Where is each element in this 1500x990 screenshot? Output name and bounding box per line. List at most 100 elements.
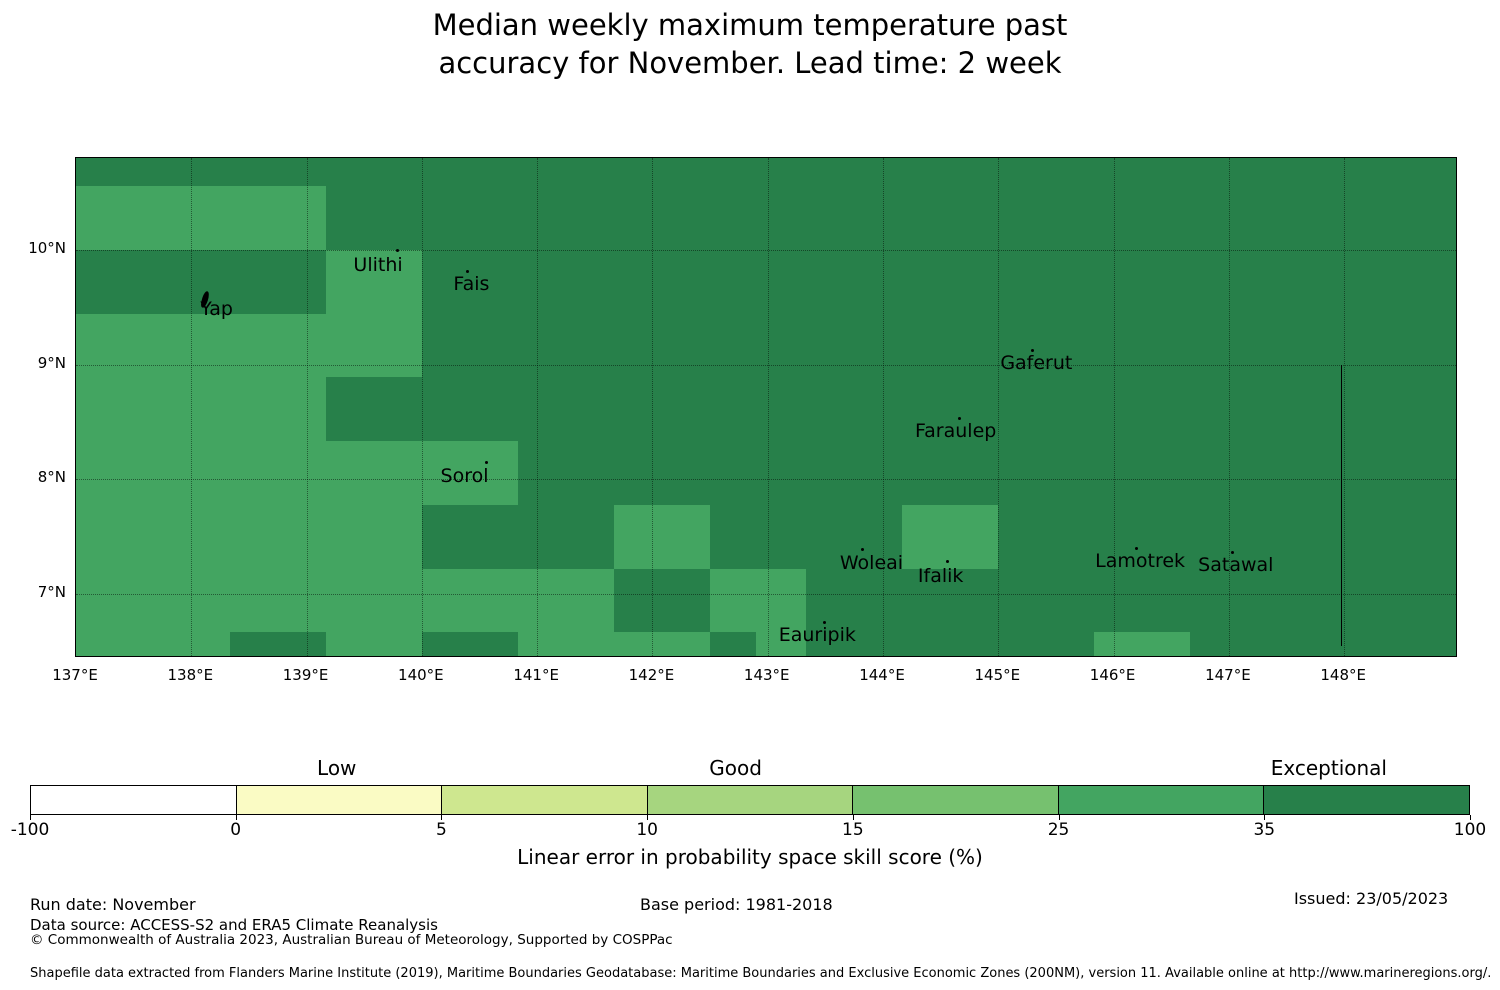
colorbar-category-label: Low [317, 756, 357, 780]
x-axis-tick-label: 140°E [398, 666, 444, 684]
island-label: Yap [200, 298, 233, 321]
page-title: Median weekly maximum temperature past a… [0, 6, 1500, 82]
island-label: Ulithi [353, 253, 403, 276]
grid-cell [756, 632, 807, 656]
island-label: Eauripik [778, 624, 856, 647]
island-dot [466, 270, 470, 274]
colorbar-tick-label: 0 [230, 820, 242, 840]
island-label: Satawal [1198, 554, 1274, 577]
grid-cell [614, 632, 711, 656]
colorbar-tick-label: 5 [436, 820, 447, 840]
colorbar-tick [235, 815, 237, 820]
colorbar-segment [646, 786, 853, 814]
grid-cell [1094, 632, 1191, 656]
y-axis-tick-label: 8°N [37, 468, 66, 487]
colorbar-segment [235, 786, 442, 814]
colorbar-tick-label: -100 [10, 820, 50, 840]
x-axis-tick-label: 141°E [513, 666, 559, 684]
island-dot [1230, 551, 1234, 555]
footer-issued-date: Issued: 23/05/2023 [1294, 889, 1449, 908]
colorbar-category-label: Exceptional [1270, 756, 1387, 780]
colorbar-tick-label: 100 [1453, 820, 1487, 840]
map-canvas: Yap Ulithi Fais Sorol Gaferut Faraulep Woleai I… [75, 157, 1457, 657]
x-axis-tick-label: 138°E [167, 666, 214, 684]
colorbar-tick [1264, 815, 1266, 820]
colorbar-tick-label: 15 [842, 820, 864, 840]
colorbar-tick-label: 35 [1253, 820, 1276, 840]
gridline-vertical [998, 158, 1000, 656]
gridline-vertical [652, 158, 654, 656]
colorbar-axis-label: Linear error in probability space skill … [517, 845, 983, 869]
colorbar-segment [1263, 786, 1470, 814]
island-label: Ifalik [917, 564, 964, 587]
x-axis-tick-label: 145°E [974, 666, 1021, 684]
island-dot [1135, 546, 1139, 550]
footer-data-source: Data source: ACCESS-S2 and ERA5 Climate … [30, 916, 438, 934]
gridline-vertical [306, 158, 308, 656]
colorbar-segment [441, 786, 647, 814]
colorbar-tick [30, 815, 31, 820]
gridline-vertical [1113, 158, 1115, 656]
island-dot [396, 249, 400, 253]
colorbar-tick [1470, 815, 1471, 820]
colorbar-segment [852, 786, 1058, 814]
grid-cell [325, 249, 422, 378]
y-axis-tick-label: 7°N [37, 583, 66, 602]
colorbar-tick [1058, 815, 1060, 820]
gridline-vertical [421, 158, 423, 656]
x-axis-tick-label: 143°E [743, 666, 790, 684]
footer-base-period: Base period: 1981-2018 [640, 895, 833, 914]
island-label: Lamotrek [1095, 549, 1186, 572]
x-axis-tick-label: 146°E [1089, 666, 1136, 684]
y-axis-tick-label: 10°N [28, 238, 66, 257]
gridline-horizontal [76, 364, 1456, 366]
footer-run-date: Run date: November [30, 895, 196, 914]
island-label: Woleai [839, 552, 904, 575]
island-dot [822, 621, 826, 625]
y-axis-tick-label: 9°N [37, 353, 66, 372]
grid-cell [614, 504, 711, 569]
island-label: Fais [453, 273, 490, 296]
gridline-horizontal [76, 594, 1456, 596]
island-label: Sorol [440, 464, 489, 487]
grid-cell [421, 441, 518, 505]
x-axis-tick-label: 142°E [628, 666, 675, 684]
gridline-vertical [883, 158, 885, 656]
grid-cell [325, 441, 422, 656]
island-dot [860, 547, 864, 551]
island-label: Faraulep [914, 420, 997, 443]
x-axis-tick-label: 139°E [282, 666, 329, 684]
grid-cell [76, 632, 230, 656]
colorbar [30, 785, 1470, 815]
grid-cell [76, 313, 326, 633]
title-line-2: accuracy for November. Lead time: 2 week [438, 46, 1062, 80]
island-dot [1031, 349, 1035, 353]
colorbar-tick-label: 25 [1047, 820, 1070, 840]
colorbar-tick [852, 815, 854, 820]
gridline-vertical [537, 158, 539, 656]
colorbar-tick [441, 815, 443, 820]
footer-copyright: © Commonwealth of Australia 2023, Austra… [30, 932, 673, 948]
x-axis-tick-label: 137°E [52, 666, 98, 684]
colorbar-tick [647, 815, 649, 820]
grid-cell [517, 568, 615, 656]
gridline-horizontal [76, 479, 1456, 481]
x-axis-tick-label: 148°E [1320, 666, 1366, 684]
gridline-horizontal [76, 249, 1456, 251]
title-line-1: Median weekly maximum temperature past [432, 8, 1068, 42]
gridline-vertical [1228, 158, 1230, 656]
grid-cell [76, 185, 326, 250]
grid-cell [710, 568, 807, 633]
island-dot [946, 560, 950, 564]
colorbar-segment [31, 786, 236, 814]
gridline-vertical [767, 158, 769, 656]
island-label: Gaferut [1000, 352, 1073, 375]
footer-shapefile-note: Shapefile data extracted from Flanders M… [30, 966, 1492, 981]
grid-cell [902, 504, 999, 569]
gridline-vertical [1344, 158, 1346, 656]
colorbar-segment [1057, 786, 1264, 814]
gridline-vertical [191, 158, 193, 656]
eez-boundary-line [1340, 364, 1343, 646]
x-axis-tick-label: 144°E [859, 666, 905, 684]
